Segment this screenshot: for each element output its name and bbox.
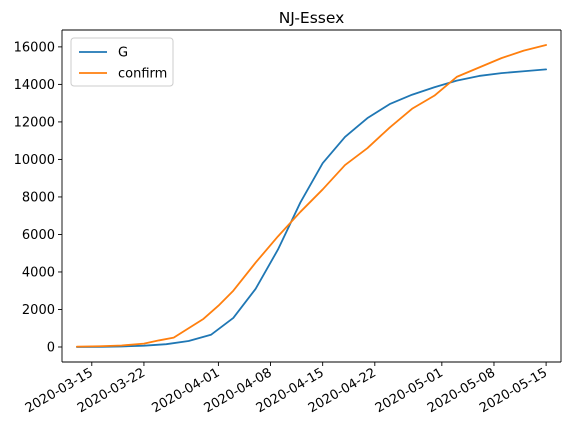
y-tick-label: 12000 (14, 115, 55, 130)
series-layer (76, 44, 547, 348)
y-tick-label: 14000 (14, 78, 55, 93)
legend-label-G: G (118, 46, 128, 61)
y-tick-label: 16000 (14, 40, 55, 55)
y-tick-label: 2000 (22, 303, 55, 318)
y-tick-label: 0 (47, 340, 55, 355)
legend-frame (70, 37, 174, 87)
legend-label-confirm: confirm (118, 67, 167, 82)
y-tick-label: 10000 (14, 153, 55, 168)
y-tick-label: 4000 (22, 265, 55, 280)
series-line-G (76, 68, 547, 348)
chart-title: NJ-Essex (279, 9, 345, 27)
y-tick-label: 8000 (22, 190, 55, 205)
series-line-confirm (76, 44, 547, 348)
y-tick-label: 6000 (22, 228, 55, 243)
